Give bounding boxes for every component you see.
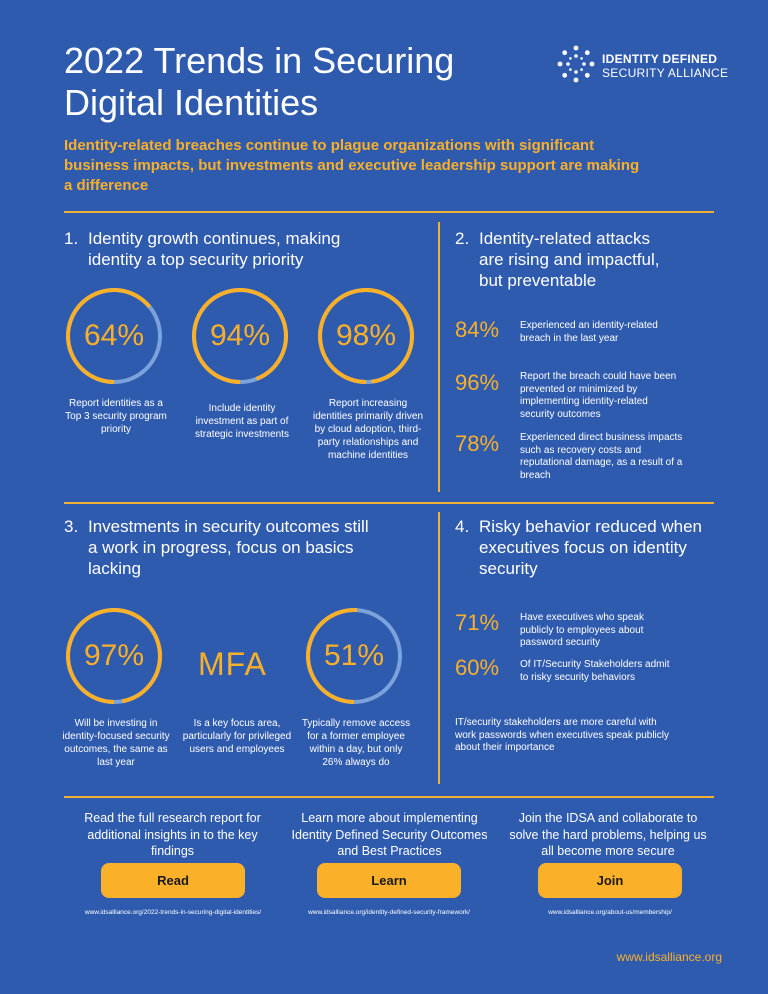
- stat-ring-98: 98%: [316, 286, 416, 386]
- section-4-heading: Risky behavior reduced when executives f…: [479, 517, 703, 578]
- learn-button[interactable]: Learn: [317, 863, 461, 898]
- section-3-number: 3.: [64, 517, 79, 536]
- stat-text: Experienced an identity-related breach i…: [520, 320, 658, 344]
- section-1-heading: Identity growth continues, making identi…: [88, 229, 341, 269]
- stat-value: 96%: [455, 370, 500, 395]
- section-1-title: 1. Identity growth continues, making iden…: [64, 228, 394, 270]
- stat-value: 94%: [209, 319, 271, 352]
- join-button[interactable]: Join: [538, 863, 682, 898]
- stat-value: 51%: [323, 639, 385, 672]
- cta-read-text: Read the full research report for additi…: [84, 811, 261, 858]
- stat-caption: Include identity investment as part of s…: [195, 403, 289, 440]
- ring-fill: [318, 288, 414, 384]
- ring-fill: [66, 288, 162, 384]
- stat-caption: Typically remove access for a former emp…: [301, 718, 411, 768]
- read-button[interactable]: Read: [101, 863, 245, 898]
- read-url-link[interactable]: www.idsalliance.org/2022-trends-in-secur…: [84, 909, 262, 916]
- stat-ring-51: 51%: [304, 606, 404, 706]
- progress-ring: [318, 288, 414, 384]
- ring-fill: [192, 288, 288, 384]
- divider-bottom: [64, 796, 714, 798]
- logo-line-1: IDENTITY DEFINED: [602, 52, 718, 66]
- stat-caption: Will be investing in identity-focused se…: [62, 718, 170, 768]
- section-4-title: 4. Risky behavior reduced when executives…: [455, 516, 715, 579]
- stat-ring-97: 97%: [64, 606, 164, 706]
- idsa-logo[interactable]: IDENTITY DEFINED SECURITY ALLIANCE: [556, 44, 736, 84]
- stat-value: 71%: [455, 610, 500, 635]
- footer-url-link[interactable]: www.idsalliance.org: [616, 950, 722, 964]
- stat-text: Have executives who speak publicly to em…: [520, 612, 644, 648]
- mfa-label: MFA: [198, 646, 267, 682]
- stat-text: Of IT/Security Stakeholders admit to ris…: [520, 659, 670, 683]
- stat-value: 64%: [83, 319, 145, 352]
- mfa-caption: Is a key focus area, particularly for pr…: [182, 718, 292, 755]
- divider-middle: [64, 502, 714, 504]
- divider-vertical-upper: [438, 222, 440, 492]
- section-2-title: 2. Identity-related attacks are rising an…: [455, 228, 705, 291]
- stat-ring-64: 64%: [64, 286, 164, 386]
- stat-value: 98%: [335, 319, 397, 352]
- stat-text: Report the breach could have been preven…: [520, 371, 677, 420]
- join-url-link[interactable]: www.idsalliance.org/about-us/membership/: [548, 909, 672, 916]
- ring-fill: [306, 608, 402, 704]
- progress-ring: [66, 608, 162, 704]
- cta-learn-text: Learn more about implementing Identity D…: [291, 811, 488, 858]
- progress-ring: [66, 288, 162, 384]
- progress-ring: [306, 608, 402, 704]
- section-4-number: 4.: [455, 517, 470, 536]
- stat-value: 60%: [455, 655, 500, 680]
- section-2-heading: Identity-related attacks are rising and …: [479, 229, 660, 290]
- cta-join-text: Join the IDSA and collaborate to solve t…: [509, 811, 707, 858]
- stat-value: 78%: [455, 431, 500, 456]
- stat-value: 84%: [455, 317, 500, 342]
- stat-value: 97%: [83, 639, 145, 672]
- section-2-number: 2.: [455, 229, 470, 248]
- stat-caption: Report increasing identities primarily d…: [312, 398, 424, 461]
- divider-top: [64, 211, 714, 213]
- intro-text: Identity-related breaches continue to pl…: [64, 137, 640, 194]
- stat-text: Experienced direct business impacts such…: [520, 432, 683, 481]
- section-3-title: 3. Investments in security outcomes still…: [64, 516, 394, 579]
- stat-caption: Report identities as a Top 3 security pr…: [65, 398, 167, 435]
- progress-ring: [192, 288, 288, 384]
- divider-vertical-lower: [438, 512, 440, 784]
- section-1-number: 1.: [64, 229, 79, 248]
- logo-line-2: SECURITY ALLIANCE: [602, 66, 729, 80]
- page-title: 2022 Trends in Securing Digital Identiti…: [64, 40, 455, 123]
- learn-url-link[interactable]: www.idsalliance.org/identity-defined-sec…: [308, 909, 470, 916]
- section-4-note: IT/security stakeholders are more carefu…: [455, 717, 669, 753]
- section-3-heading: Investments in security outcomes still a…: [88, 517, 369, 578]
- ring-fill: [66, 608, 162, 704]
- idsa-logo-icon: [557, 45, 595, 83]
- stat-ring-94: 94%: [190, 286, 290, 386]
